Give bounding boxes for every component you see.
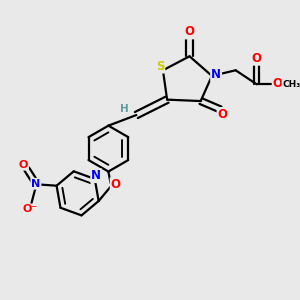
Text: O: O (218, 108, 227, 121)
Text: O: O (111, 178, 121, 191)
Text: O: O (251, 52, 261, 65)
Text: CH₃: CH₃ (282, 80, 300, 89)
Text: O: O (273, 77, 283, 90)
Text: N: N (211, 68, 221, 81)
Text: N: N (31, 179, 40, 189)
Text: O⁻: O⁻ (22, 205, 38, 214)
Text: O: O (19, 160, 28, 170)
Text: H: H (120, 104, 129, 114)
Text: O: O (184, 26, 194, 38)
Text: N: N (91, 169, 101, 182)
Text: S: S (156, 60, 164, 73)
